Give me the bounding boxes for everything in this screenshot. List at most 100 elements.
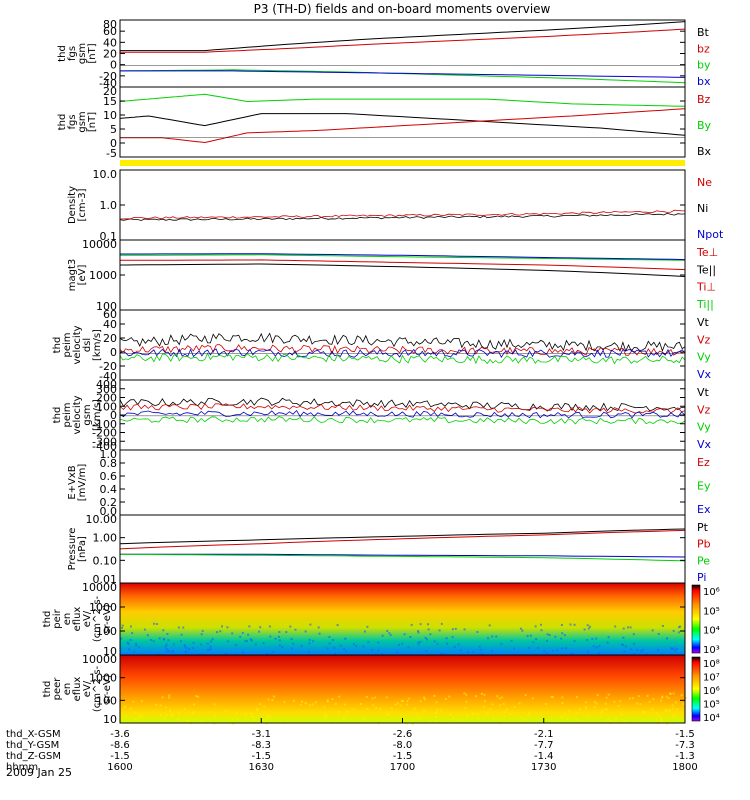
series-peim_gsm-Vt: [119, 397, 686, 412]
speckle: [619, 700, 622, 703]
speckle: [680, 694, 683, 697]
speckle: [344, 637, 347, 640]
y-axis-label: thd: [42, 611, 53, 628]
speckle: [389, 634, 392, 637]
speckle: [596, 694, 599, 697]
series-temp-Te||: [119, 263, 686, 277]
speckle: [226, 626, 229, 629]
colorbar-peer: [691, 656, 701, 722]
speckle: [458, 719, 461, 722]
speckle: [566, 718, 569, 720]
legend-Ex: Ex: [697, 503, 711, 516]
speckle: [133, 650, 136, 653]
speckle: [165, 643, 168, 646]
speckle: [172, 643, 175, 646]
speckle: [501, 696, 504, 699]
speckle: [346, 710, 349, 713]
speckle: [355, 644, 358, 647]
speckle: [657, 649, 659, 652]
speckle: [214, 715, 217, 718]
speckle: [317, 626, 320, 629]
speckle: [269, 716, 272, 719]
speckle: [424, 698, 427, 701]
speckle: [362, 716, 365, 719]
y-tick-label: 1000: [89, 601, 117, 614]
speckle: [641, 649, 644, 651]
speckle: [248, 625, 251, 628]
speckle: [258, 630, 261, 633]
speckle: [166, 633, 169, 635]
speckle: [406, 700, 409, 703]
speckle: [162, 637, 165, 640]
speckle: [162, 629, 165, 632]
speckle: [482, 705, 485, 708]
speckle: [569, 623, 572, 626]
speckle: [292, 642, 295, 645]
colorbar-label: 10³: [703, 645, 720, 656]
panel-frame: [119, 449, 686, 516]
speckle: [187, 718, 190, 721]
speckle: [396, 651, 399, 654]
legend-Ey: Ey: [697, 480, 711, 493]
y-axis-label: eflux: [72, 607, 83, 632]
speckle: [398, 643, 401, 646]
y-tick-label: 300: [96, 383, 117, 396]
speckle: [129, 638, 132, 641]
speckle: [672, 715, 675, 718]
y-tick-label: 15: [103, 95, 117, 108]
speckle: [325, 715, 328, 718]
x-row-value: 1800: [672, 762, 697, 773]
y-tick-label: -5: [106, 147, 117, 160]
speckle: [607, 636, 610, 639]
speckle: [627, 626, 629, 629]
legend-Ne: Ne: [697, 176, 712, 189]
speckle: [526, 634, 529, 637]
speckle: [254, 643, 257, 646]
speckle: [262, 642, 265, 645]
speckle: [265, 717, 268, 720]
y-tick-label: 0.0: [100, 505, 118, 518]
speckle: [300, 644, 303, 647]
speckle: [607, 717, 610, 720]
speckle: [613, 700, 616, 703]
x-row-value: -8.6: [110, 740, 130, 751]
speckle: [244, 640, 247, 643]
series-pressure-Pt: [119, 528, 686, 545]
speckle: [209, 645, 212, 648]
speckle: [459, 649, 462, 652]
speckle: [333, 647, 336, 650]
speckle: [500, 643, 503, 646]
speckle: [529, 634, 532, 637]
series-pressure-Pb: [119, 529, 686, 550]
y-tick-label: 5: [110, 123, 117, 136]
speckle: [152, 640, 155, 643]
speckle: [666, 722, 669, 725]
speckle: [598, 645, 601, 647]
speckle: [352, 708, 355, 711]
speckle: [236, 718, 239, 720]
speckle: [645, 653, 648, 656]
speckle: [492, 716, 495, 719]
x-row-value: -1.5: [675, 729, 695, 740]
speckle: [250, 639, 253, 642]
speckle: [232, 722, 235, 725]
y-tick-label: 60: [103, 25, 117, 38]
speckle: [449, 713, 452, 716]
speckle: [244, 713, 247, 716]
speckle: [326, 699, 329, 702]
speckle: [600, 711, 603, 714]
speckle: [678, 626, 681, 629]
speckle: [312, 640, 315, 643]
speckle: [219, 630, 222, 633]
speckle: [130, 625, 132, 628]
colorbar-label: 10⁸: [703, 659, 720, 670]
y-tick-label: 60: [103, 308, 117, 321]
legend-bx: bx: [697, 75, 711, 88]
x-row-value: -3.6: [110, 729, 130, 740]
speckle: [429, 720, 432, 723]
speckle: [159, 704, 162, 707]
y-tick-label: -100: [92, 418, 117, 431]
speckle: [661, 625, 664, 627]
speckle: [290, 638, 293, 640]
